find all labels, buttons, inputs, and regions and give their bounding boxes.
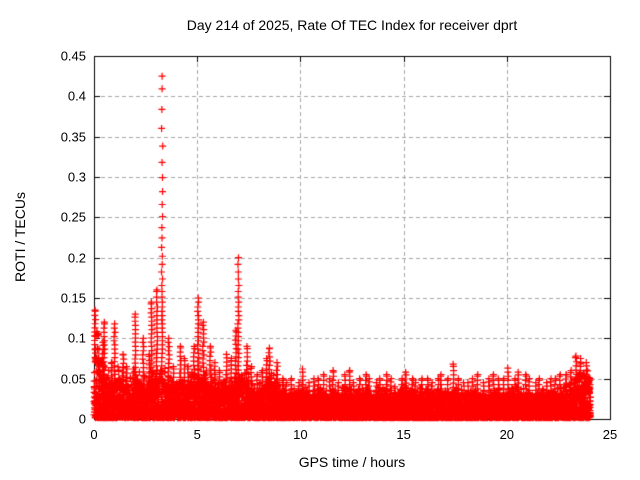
x-tick-label-25: 25 [602,427,618,442]
chart-title: Day 214 of 2025, Rate Of TEC Index for r… [186,17,518,33]
x-axis-label: GPS time / hours [298,454,406,470]
y-tick-label-0.45: 0.45 [60,48,86,64]
x-tick-label-10: 10 [293,427,308,442]
y-tick-label-0.15: 0.15 [60,290,86,306]
y-tick-label-0.25: 0.25 [60,209,86,225]
x-tick-label-0: 0 [90,427,98,442]
x-tick-label-15: 15 [396,427,411,442]
y-tick-label-0.35: 0.35 [60,129,86,145]
y-tick-label-0.1: 0.1 [67,330,86,346]
y-tick-label-0.2: 0.2 [67,250,86,266]
x-tick-label-20: 20 [499,427,515,442]
y-tick-label-0: 0 [78,411,86,427]
y-axis-label: ROTI / TECUs [12,192,28,282]
x-tick-label-5: 5 [193,427,201,442]
y-tick-label-0.05: 0.05 [60,371,86,387]
y-tick-label-0.3: 0.3 [67,169,86,185]
y-tick-label-0.4: 0.4 [67,88,86,104]
